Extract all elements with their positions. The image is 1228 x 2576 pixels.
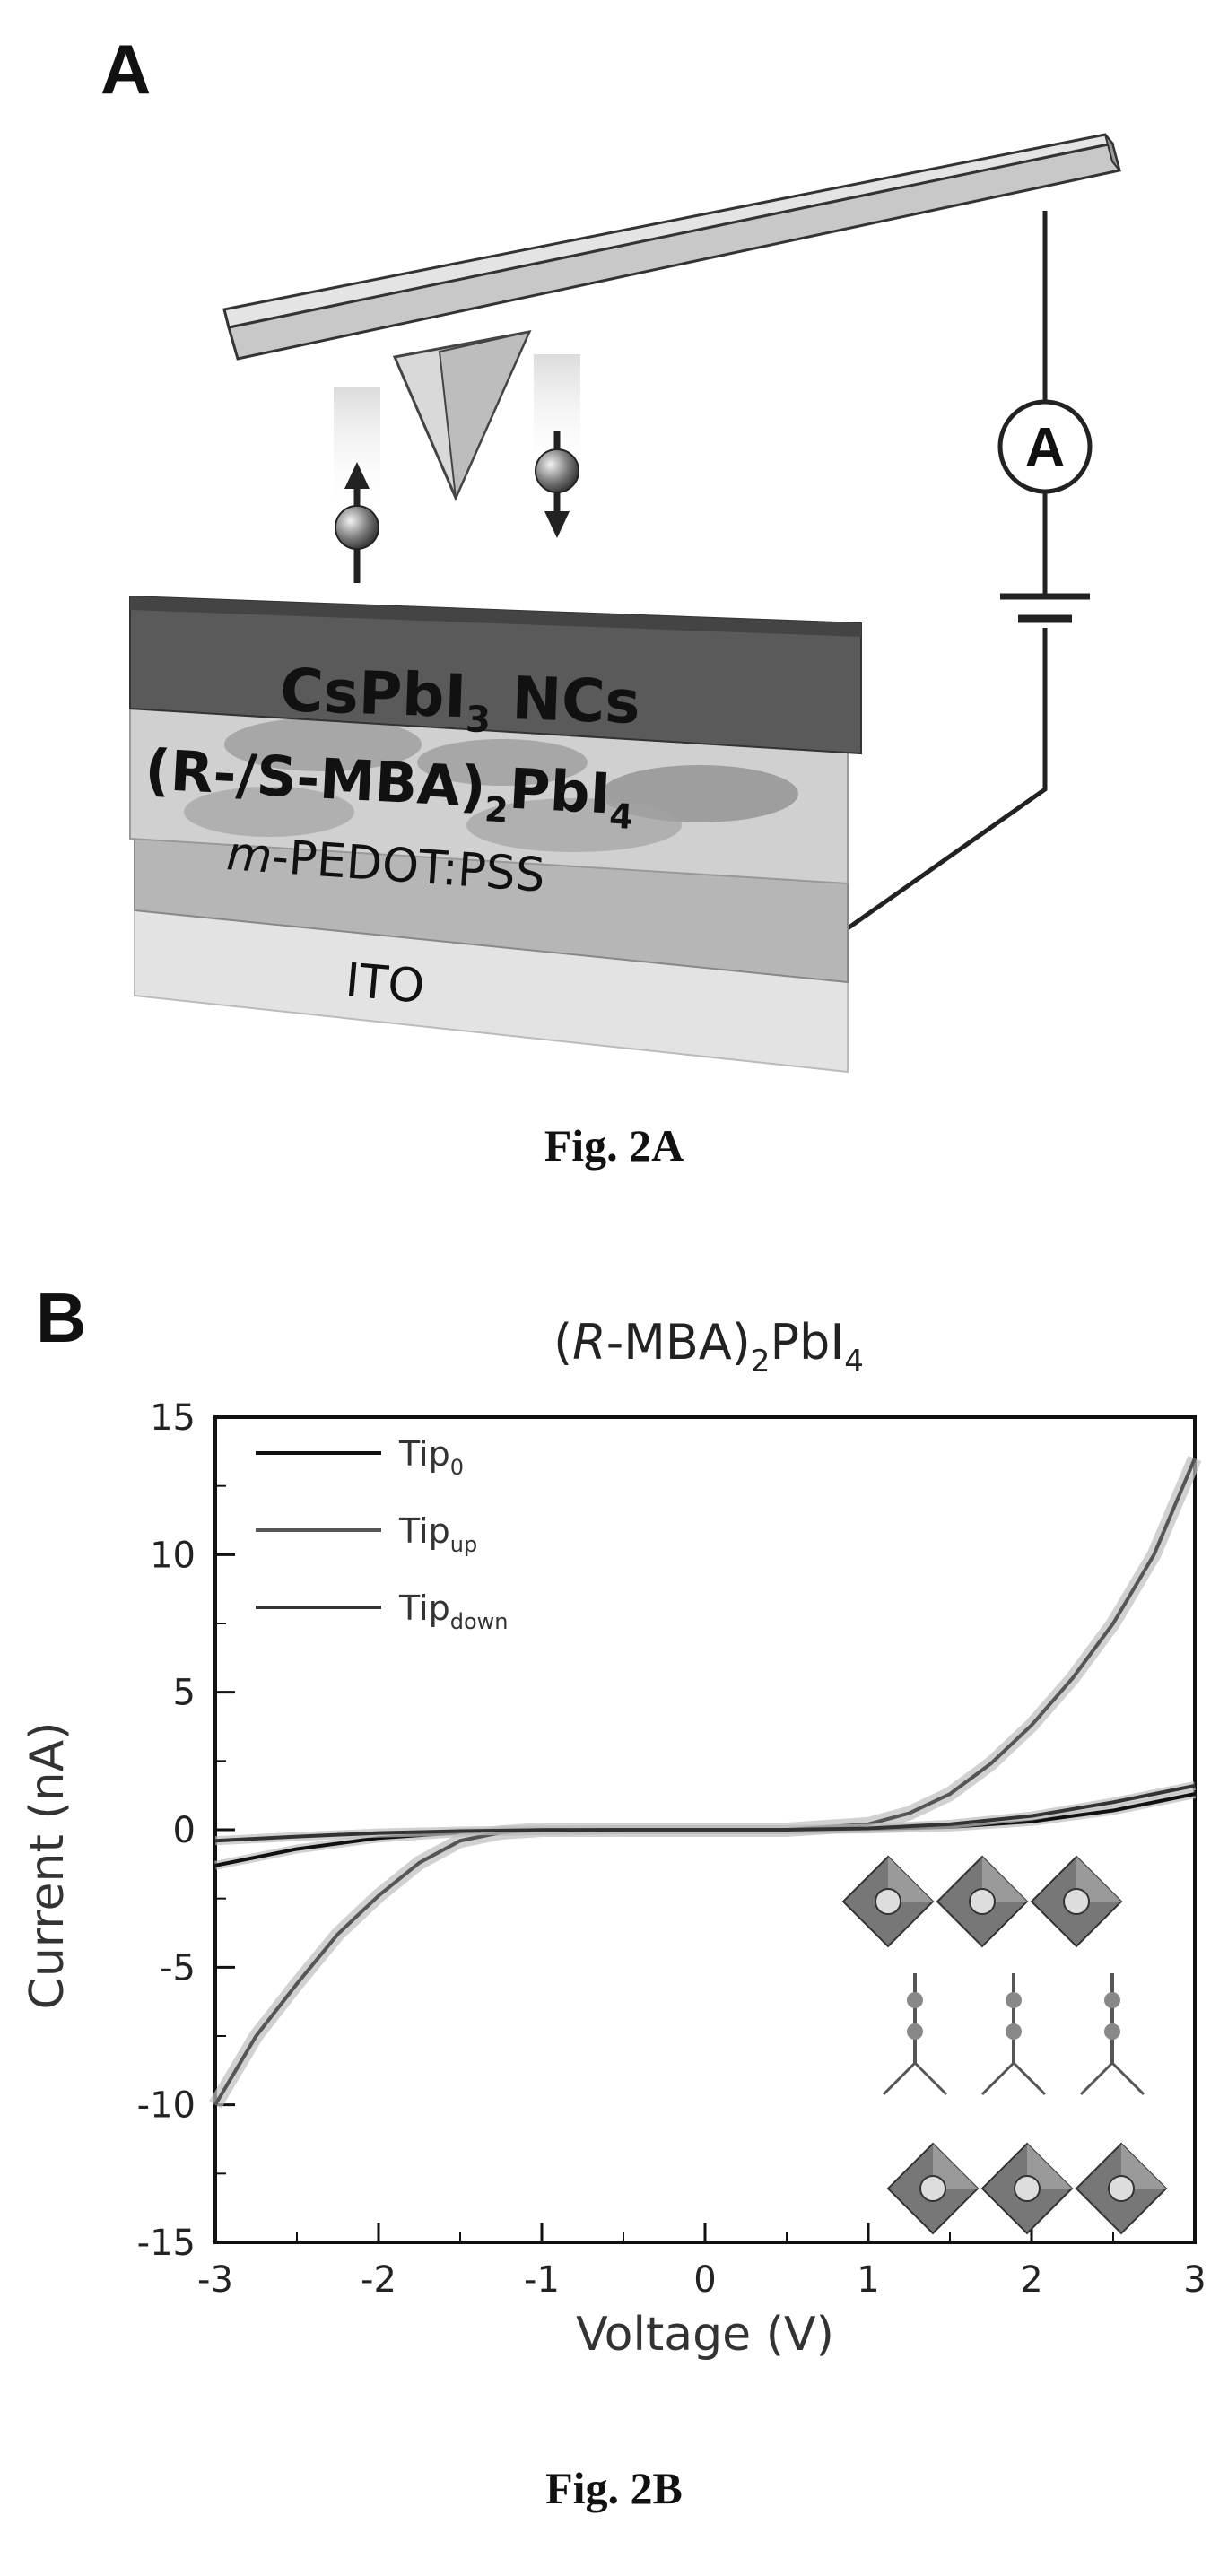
spin-up-electron (335, 462, 379, 583)
layer-label-ito: ITO (344, 953, 427, 1014)
series-band-Tipup (209, 1455, 1202, 2109)
octahedron-top-0-face (888, 1857, 933, 1902)
octahedron-bottom-2-atom (1108, 2175, 1135, 2202)
battery-icon (1000, 593, 1090, 623)
legend-label-2: Tipdown (398, 1588, 509, 1634)
spin-down-electron (535, 431, 579, 538)
layer-label-cspbi3: CsPbI3 NCs (279, 656, 641, 746)
organic-ring-0 (907, 1992, 923, 2008)
organic-ring-2 (1104, 1992, 1120, 2008)
organic-branch-l-2 (1079, 2061, 1114, 2096)
octahedron-bottom-0-face (933, 2144, 978, 2189)
figure-2a-schematic: A CsPbI3 NCs (R-/S-MBA)2PbI4 m-PEDOT:PSS… (129, 133, 1121, 1074)
iv-curve-chart: (R-MBA)2PbI4 -3 -2 -1 0 1 2 3151050-5-10-15Tip… (21, 1314, 1206, 2362)
panel-label-a: A (100, 30, 152, 109)
series-line-Tipdown (214, 1783, 1196, 1843)
x-tick-label: -1 (524, 2259, 560, 2301)
octahedron-bottom-2-face (1121, 2144, 1166, 2189)
caption-fig-2a: Fig. 2A (544, 1120, 684, 1171)
y-tick-label: -15 (137, 2223, 196, 2264)
octahedron-bottom-0-atom (919, 2175, 946, 2202)
octahedron-bottom-1-face (1027, 2144, 1072, 2189)
octahedron-top-0-atom (875, 1888, 901, 1915)
x-axis-label: Voltage (V) (576, 2308, 834, 2362)
y-tick-label: -10 (137, 2085, 196, 2127)
circuit-wire (846, 211, 1048, 931)
y-tick-label: 0 (173, 1810, 196, 1851)
octahedron-bottom-1-atom (1014, 2175, 1041, 2202)
organic-branch-l-1 (980, 2061, 1015, 2096)
afm-cantilever (222, 133, 1121, 361)
y-tick-label: 10 (150, 1535, 196, 1576)
crystal-structure-inset (841, 1855, 1168, 2235)
y-axis-label: Current (nA) (21, 1722, 74, 2010)
y-tick-label: -5 (160, 1947, 196, 1989)
organic-branch-l-0 (882, 2061, 917, 2096)
series-line-Tipup (213, 1458, 1197, 2106)
ammeter-label: A (1025, 417, 1066, 479)
organic-ring2-0 (907, 2023, 923, 2040)
organic-ring2-1 (1006, 2023, 1022, 2040)
caption-fig-2b: Fig. 2B (545, 2463, 683, 2513)
octahedron-top-1-face (982, 1857, 1027, 1902)
afm-tip (392, 330, 532, 501)
octahedron-top-2-face (1076, 1857, 1121, 1902)
chart-title: (R-MBA)2PbI4 (553, 1314, 864, 1379)
legend-label-0: Tip0 (398, 1434, 464, 1480)
ammeter-icon (997, 399, 1093, 494)
organic-branch-r-2 (1110, 2061, 1145, 2096)
x-tick-label: 1 (857, 2259, 879, 2301)
cspbi3-nanocrystal-layer (129, 595, 862, 755)
organic-branch-r-0 (913, 2061, 948, 2096)
organic-branch-r-1 (1012, 2061, 1047, 2096)
x-tick-label: 2 (1020, 2259, 1042, 2301)
organic-ring2-2 (1104, 2023, 1120, 2040)
y-tick-label: 5 (173, 1673, 196, 1714)
legend-label-1: Tipup (398, 1511, 477, 1557)
x-tick-label: 3 (1183, 2259, 1206, 2301)
organic-ring-1 (1006, 1992, 1022, 2008)
x-tick-label: -2 (361, 2259, 396, 2301)
octahedron-top-1-atom (969, 1888, 996, 1915)
x-tick-label: -3 (197, 2259, 233, 2301)
octahedron-top-2-atom (1063, 1888, 1090, 1915)
panel-label-b: B (36, 1278, 87, 1357)
x-tick-label: 0 (693, 2259, 716, 2301)
chiral-perovskite-layer (129, 707, 849, 885)
y-tick-label: 15 (150, 1397, 196, 1439)
